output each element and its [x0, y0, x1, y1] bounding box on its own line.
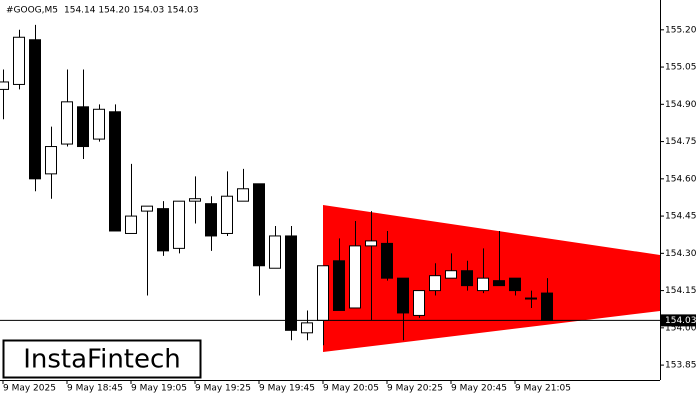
candle-body	[285, 235, 297, 331]
watermark: InstaFintech	[23, 345, 181, 375]
y-tick-label: 154.30	[665, 249, 697, 259]
candle-body	[525, 297, 537, 300]
y-tick-label: 154.90	[665, 100, 697, 110]
candle-body	[173, 200, 185, 249]
y-tick-label: 154.45	[665, 212, 697, 222]
y-tick-label: 154.75	[665, 137, 697, 147]
y-tick-label: 154.00	[665, 323, 697, 333]
candle-body	[93, 108, 105, 140]
candle-body	[0, 81, 9, 90]
triangle-pattern	[323, 205, 660, 352]
y-tick-label: 155.20	[665, 25, 697, 35]
candle-body	[477, 277, 489, 292]
x-tick-label: 9 May 2025	[3, 384, 56, 394]
x-tick-label: 9 May 19:05	[131, 384, 187, 394]
candle-body	[205, 203, 217, 237]
candle-body	[445, 270, 457, 279]
candle-body	[221, 195, 233, 234]
candle-body	[461, 270, 473, 287]
candle-body	[397, 277, 409, 314]
candle-body	[125, 215, 137, 234]
candle-body	[29, 39, 41, 180]
x-tick-label: 9 May 20:25	[387, 384, 443, 394]
candle-body	[13, 36, 25, 85]
candle-body	[365, 240, 377, 247]
x-tick-label: 9 May 19:45	[259, 384, 315, 394]
x-tick-label: 9 May 18:45	[67, 384, 123, 394]
symbol: #GOOG,M5	[6, 6, 58, 16]
candle-body	[381, 242, 393, 279]
y-tick-label: 153.85	[665, 361, 697, 371]
last-price-box	[661, 314, 696, 327]
y-tick-label: 155.05	[665, 63, 697, 73]
candle-body	[77, 106, 89, 148]
candle-body	[157, 208, 169, 252]
y-tick-label: 154.60	[665, 174, 697, 184]
last-price-label: 154.03	[665, 316, 697, 326]
candle-body	[237, 188, 249, 202]
x-tick-label: 9 May 21:05	[515, 384, 571, 394]
candle-body	[333, 260, 345, 311]
y-tick-label: 154.15	[665, 286, 697, 296]
candle-body	[253, 183, 265, 267]
watermark-box	[2, 339, 202, 379]
candle-body	[109, 111, 121, 232]
candle-body	[541, 292, 553, 321]
candle-body	[61, 101, 73, 145]
candle-body	[413, 290, 425, 316]
ohlc-info: 154.14 154.20 154.03 154.03	[64, 6, 199, 16]
candle-body	[317, 265, 329, 321]
candle-body	[189, 198, 201, 202]
candle-body	[269, 235, 281, 269]
candle-body	[429, 275, 441, 292]
x-tick-label: 9 May 20:05	[323, 384, 379, 394]
x-tick-label: 9 May 20:45	[451, 384, 507, 394]
candle-body	[509, 277, 521, 292]
candle-body	[493, 280, 505, 287]
candle-body	[141, 205, 153, 212]
candle-body	[45, 146, 57, 175]
candle-body	[301, 322, 313, 334]
x-tick-label: 9 May 19:25	[195, 384, 251, 394]
candle-body	[349, 245, 361, 309]
